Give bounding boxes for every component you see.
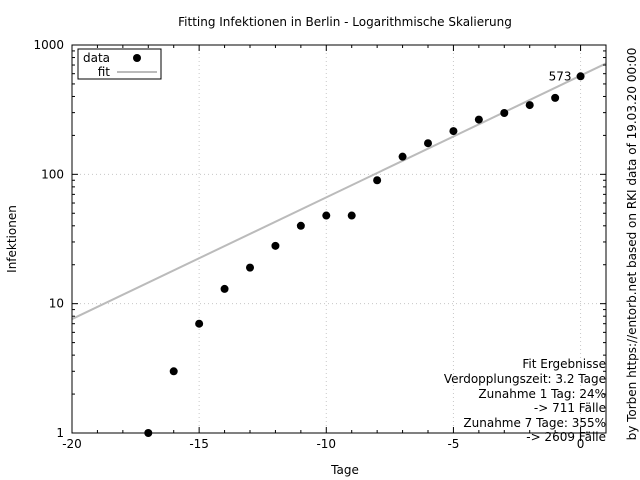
data-point bbox=[424, 139, 432, 148]
y-tick-label: 10 bbox=[49, 297, 64, 311]
data-point bbox=[246, 263, 254, 272]
data-point bbox=[500, 109, 509, 118]
data-point bbox=[296, 221, 305, 230]
plot-frame bbox=[71, 44, 607, 434]
legend: data fit bbox=[77, 48, 162, 80]
data-series bbox=[144, 72, 585, 437]
fit-results-line: Verdopplungszeit: 3.2 Tage bbox=[444, 372, 606, 386]
x-axis-label: Tage bbox=[330, 463, 359, 477]
fit-results-line: -> 711 Fälle bbox=[534, 401, 606, 415]
fit-results-line: -> 2609 Fälle bbox=[526, 430, 606, 444]
data-point bbox=[449, 127, 458, 136]
data-point bbox=[322, 211, 331, 220]
y-tick-label: 100 bbox=[41, 167, 64, 181]
legend-label-data: data bbox=[83, 51, 110, 65]
data-point bbox=[220, 284, 229, 293]
x-tick-label: 0 bbox=[577, 437, 585, 451]
data-point bbox=[373, 176, 382, 185]
fit-line bbox=[71, 62, 607, 320]
fit-results-line: Zunahme 7 Tage: 355% bbox=[463, 416, 606, 430]
y-tick-label: 1 bbox=[56, 426, 64, 440]
x-tick-label: -15 bbox=[189, 437, 209, 451]
data-point bbox=[551, 93, 560, 102]
fit-results-heading: Fit Ergebnisse bbox=[522, 357, 606, 371]
source-credit: by Torben https://entorb.net based on RK… bbox=[625, 48, 639, 441]
fit-series bbox=[71, 62, 607, 320]
data-point bbox=[525, 101, 534, 110]
x-tick-label: -5 bbox=[447, 437, 459, 451]
data-point bbox=[271, 241, 280, 250]
legend-box bbox=[77, 48, 162, 80]
y-axis-label: Infektionen bbox=[5, 205, 19, 273]
chart-title: Fitting Infektionen in Berlin - Logarith… bbox=[178, 15, 512, 29]
data-label: 573 bbox=[549, 69, 572, 83]
fit-results-box: Fit Ergebnisse Verdopplungszeit: 3.2 Tag… bbox=[444, 357, 606, 444]
axis-ticks: -20 -15 -10 -5 0 1 10 100 1000 573 bbox=[33, 38, 606, 451]
data-point bbox=[195, 319, 204, 328]
legend-marker-data bbox=[133, 54, 141, 62]
y-tick-label: 1000 bbox=[33, 38, 64, 52]
fit-results-line: Zunahme 1 Tag: 24% bbox=[478, 387, 606, 401]
x-tick-label: -10 bbox=[316, 437, 336, 451]
data-point bbox=[347, 211, 356, 220]
data-point bbox=[398, 152, 407, 161]
data-point bbox=[576, 72, 585, 81]
data-point bbox=[169, 367, 178, 376]
data-point bbox=[474, 115, 483, 124]
legend-label-fit: fit bbox=[98, 65, 111, 79]
x-tick-label: -20 bbox=[62, 437, 82, 451]
grid bbox=[72, 45, 606, 433]
